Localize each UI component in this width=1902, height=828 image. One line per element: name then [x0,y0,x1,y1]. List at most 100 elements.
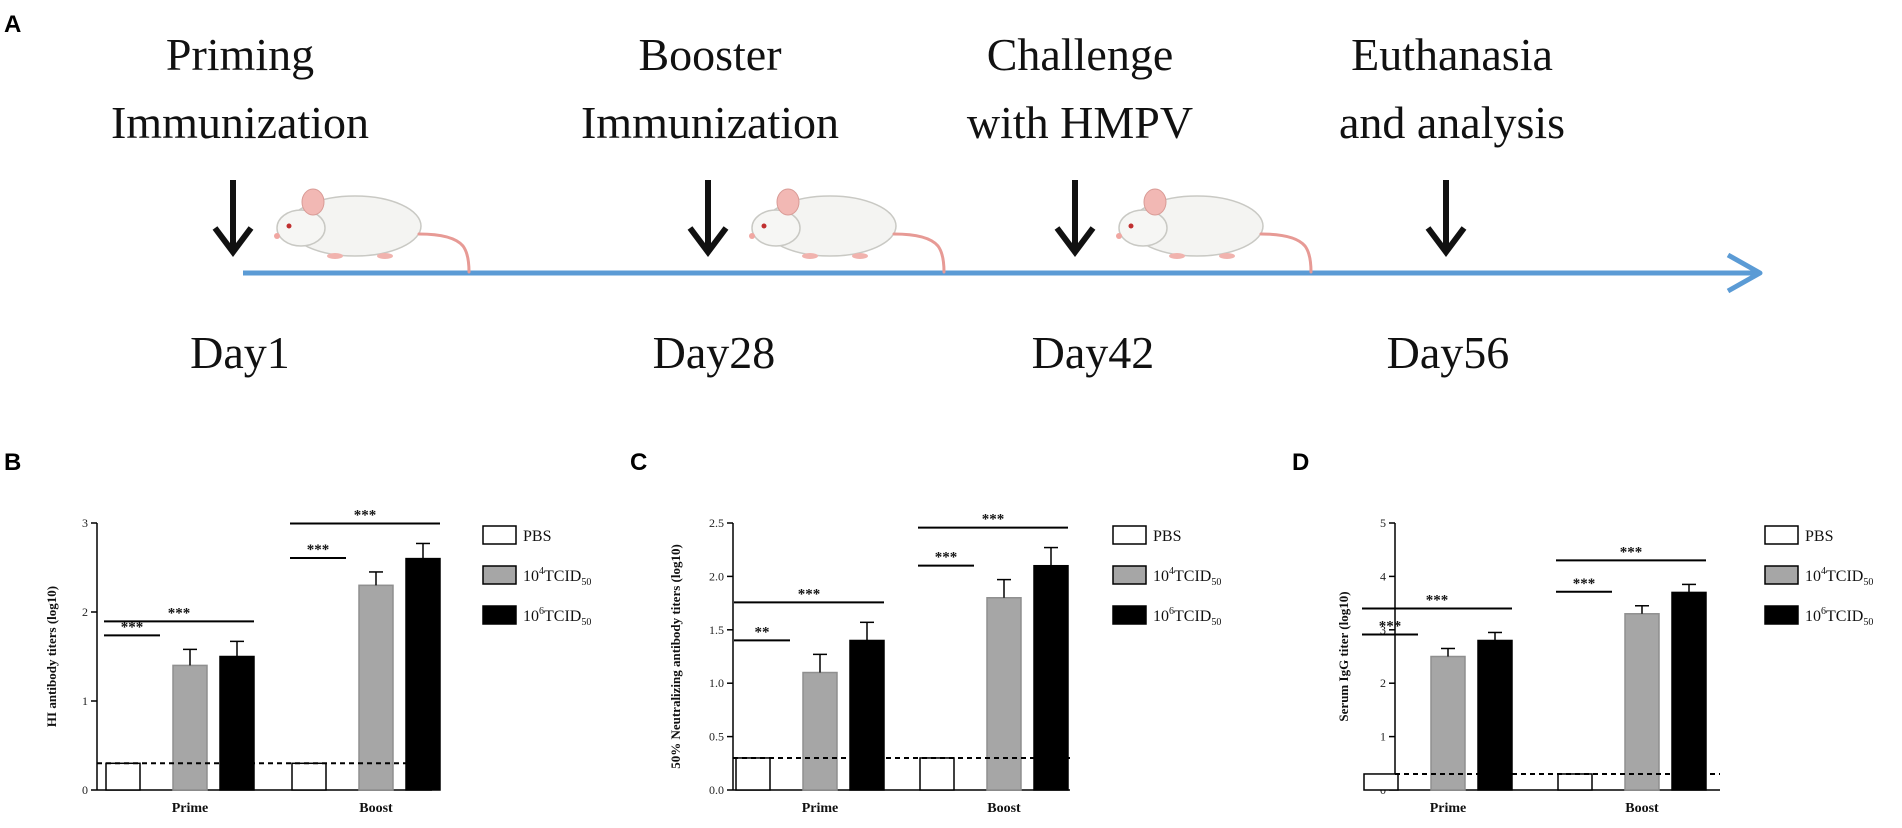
significance-label: *** [982,512,1005,528]
mouse-paw [802,253,818,259]
x-category-label: Boost [359,801,393,816]
y-tick-label: 0.5 [709,730,724,744]
mouse-nose [1116,233,1122,239]
y-tick-label: 0 [82,783,88,797]
event-title-line1: Booster [638,29,781,80]
significance-label: *** [1426,592,1449,608]
significance-label: *** [168,605,191,621]
legend-swatch [1764,525,1799,545]
panel-c-label: C [630,449,647,476]
bar [291,762,327,791]
timeline: Priming Immunization Day1 Booster Immunizati… [111,29,1763,378]
mouse-nose [749,233,755,239]
y-axis-label: Serum IgG titer (log10) [1336,591,1351,721]
mouse-paw [852,253,868,259]
legend-swatch [482,605,517,625]
mouse-paw [1219,253,1235,259]
y-tick-label: 1 [1380,730,1386,744]
x-category-label: Prime [172,801,209,816]
mouse-eye [286,223,292,229]
legend-label: 104TCID50 [1153,566,1221,588]
chart-c: 0.0 0.5 1.0 1.5 2.0 2.5 50% Neutralizing antib… [668,512,1221,816]
bar [1430,655,1466,791]
y-tick-label: 1.0 [709,676,724,690]
y-tick-label: 3 [1380,623,1386,637]
legend-label: PBS [1153,528,1181,545]
legend-swatch [1112,525,1147,545]
mouse-paw [377,253,393,259]
mouse-icon [749,188,946,274]
bar [358,584,394,791]
down-arrowhead-icon [1054,226,1096,257]
mouse-icon [274,188,471,274]
panel-d-label: D [1292,449,1309,476]
y-tick-label: 4 [1380,569,1386,583]
down-arrowhead-icon [212,226,254,257]
y-axis-label: 50% Neutralizing antibody titers (log10) [668,544,683,769]
legend-label: 104TCID50 [1805,566,1873,588]
significance-label: *** [1573,576,1596,592]
bar [1671,591,1707,791]
event-title-line2: Immunization [111,97,369,148]
legend-swatch [1764,565,1799,585]
bar [405,557,441,791]
bar [105,762,141,791]
mouse-nose [274,233,280,239]
mouse-paw [327,253,343,259]
timeline-arrow-head [1726,252,1763,294]
chart-b: 0 1 2 3 HI antibody titers (log10) Prime *** **… [44,507,591,816]
significance-label: *** [798,586,821,602]
event-title-line1: Euthanasia [1351,29,1553,80]
legend-swatch [1764,605,1799,625]
y-tick-label: 2 [82,605,88,619]
bar [1624,613,1660,791]
mouse-ear [1143,188,1167,216]
event-day: Day42 [1032,327,1155,378]
legend-label: PBS [1805,528,1833,545]
legend-swatch [482,565,517,585]
significance-label: *** [1379,618,1402,634]
y-tick-label: 2 [1380,676,1386,690]
bar [1363,773,1399,791]
legend-label: 106TCID50 [1805,606,1873,628]
significance-label: *** [354,507,377,523]
mouse-paw [1169,253,1185,259]
mouse-eye [761,223,767,229]
panel-b-label: B [4,449,21,476]
mouse-tail [417,232,471,274]
panel-a-label: A [4,11,21,38]
bar [219,655,255,791]
y-tick-label: 1 [82,694,88,708]
significance-label: *** [935,550,958,566]
legend-label: 104TCID50 [523,566,591,588]
mouse-head [1118,209,1168,247]
legend-swatch [1112,605,1147,625]
bar [1477,639,1513,791]
event-title-line1: Priming [166,29,314,80]
event-title-line1: Challenge [987,29,1174,80]
event-day: Day1 [190,327,290,378]
bar [802,671,838,791]
mouse-tail [892,232,946,274]
bar [172,664,208,791]
y-tick-label: 2.5 [709,516,724,530]
y-axis-label: HI antibody titers (log10) [44,586,59,727]
significance-label: *** [121,619,144,635]
event-day: Day56 [1387,327,1510,378]
x-category-label: Prime [802,801,839,816]
bar [1557,773,1593,791]
y-tick-label: 2.0 [709,569,724,583]
y-tick-label: 5 [1380,516,1386,530]
mouse-icon [1116,188,1313,274]
bar [735,757,771,791]
y-tick-label: 0.0 [709,783,724,797]
mouse-eye [1128,223,1134,229]
mouse-tail [1259,232,1313,274]
event-title-line2: Immunization [581,97,839,148]
down-arrowhead-icon [687,226,729,257]
significance-label: *** [307,542,330,558]
legend-label: PBS [523,528,551,545]
legend-swatch [1112,565,1147,585]
